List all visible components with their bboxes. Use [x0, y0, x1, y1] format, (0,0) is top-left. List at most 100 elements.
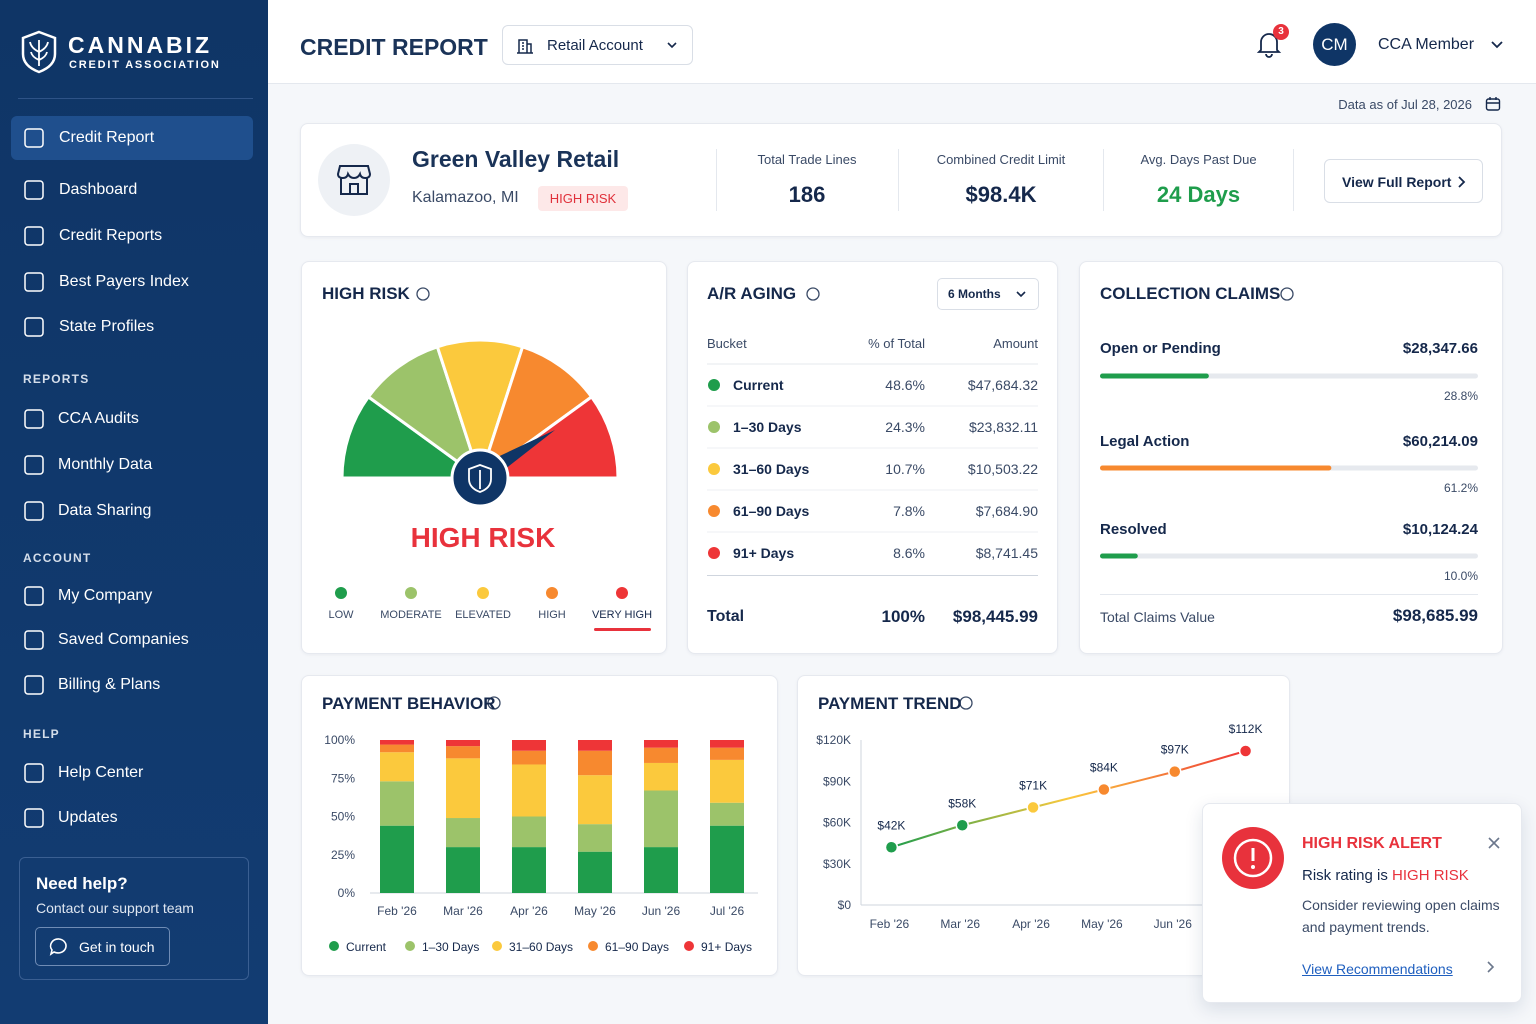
chevron — [1016, 291, 1026, 298]
y-tick-label: 50% — [331, 810, 355, 824]
stat-label: Avg. Days Past Due — [1140, 152, 1257, 167]
nav-item[interactable]: Credit Report — [59, 129, 155, 146]
bar-segment — [380, 740, 414, 745]
alert-text-highlight: HIGH RISK — [1392, 867, 1469, 884]
nav-item[interactable]: Updates — [58, 809, 118, 826]
bar-segment — [644, 740, 678, 748]
support-button-label[interactable]: Get in touch — [79, 939, 155, 955]
bar-segment — [644, 762, 678, 791]
sidebar — [0, 0, 268, 1024]
bucket-dot — [708, 421, 720, 433]
legend-label: 1–30 Days — [422, 940, 479, 954]
divider — [716, 149, 717, 211]
badge-bg — [1273, 24, 1289, 40]
nav-item[interactable]: Best Payers Index — [59, 273, 189, 290]
x-tick-label: May '26 — [574, 904, 616, 918]
nav-icon — [24, 501, 44, 521]
bucket-dot — [708, 505, 720, 517]
x-tick-label: Jun '26 — [1154, 917, 1193, 931]
chevron — [1491, 41, 1503, 49]
y-tick-label: $120K — [816, 733, 851, 747]
total-label: Total — [707, 608, 745, 625]
divider — [1103, 149, 1104, 211]
bar-segment — [512, 750, 546, 765]
company-name: Green Valley Retail — [412, 146, 620, 172]
nav-item[interactable]: CCA Audits — [58, 410, 139, 427]
value-label: $112K — [1229, 722, 1263, 736]
legend-dot — [588, 941, 598, 951]
alert-link[interactable]: View Recommendations — [1302, 961, 1453, 977]
notification-count: 3 — [1278, 26, 1284, 37]
nav-icon — [24, 180, 44, 200]
nav-item[interactable]: Help Center — [58, 764, 144, 781]
nav-item[interactable]: Credit Reports — [59, 227, 163, 244]
bucket-percent: 10.7% — [885, 461, 925, 477]
bar-segment — [578, 824, 612, 852]
nav-item[interactable]: Monthly Data — [58, 456, 153, 473]
claim-amount: $60,214.09 — [1402, 433, 1478, 450]
view-report-button[interactable] — [1324, 159, 1483, 203]
card-title: A/R AGING — [707, 284, 797, 303]
account-select[interactable] — [502, 25, 693, 65]
bar-segment — [446, 818, 480, 848]
total-percent: 100% — [881, 607, 925, 626]
value-label: $58K — [948, 796, 976, 810]
chevron — [1487, 961, 1495, 973]
nav-item[interactable]: State Profiles — [59, 318, 155, 335]
nav-item[interactable]: Data Sharing — [58, 502, 152, 519]
stat-label: Total Trade Lines — [757, 152, 857, 167]
nav-icon — [24, 455, 44, 475]
trend-point — [955, 818, 969, 832]
bell-icon[interactable] — [1256, 30, 1282, 58]
avatar[interactable] — [1313, 23, 1356, 66]
divider — [707, 575, 1038, 576]
bar-segment — [578, 851, 612, 893]
nav-item[interactable]: My Company — [58, 587, 153, 604]
divider — [898, 149, 899, 211]
claim-percent: 28.8% — [1443, 389, 1478, 403]
bar-segment — [446, 847, 480, 893]
alert-body: Consider reviewing open claims and payme… — [1302, 897, 1500, 935]
x-tick-label: May '26 — [1081, 917, 1123, 931]
column-header: Bucket — [707, 336, 747, 351]
value-label: $42K — [877, 818, 905, 832]
bar-segment — [512, 740, 546, 751]
nav-item[interactable]: Billing & Plans — [58, 676, 161, 693]
risk-level: LOW — [328, 609, 354, 621]
bucket-label: 91+ Days — [733, 545, 795, 561]
user-name[interactable]: CCA Member — [1378, 36, 1475, 53]
section-heading: REPORTS — [23, 372, 90, 386]
bar-segment — [446, 758, 480, 819]
nav-item[interactable]: Dashboard — [59, 181, 138, 198]
chart-title: PAYMENT TREND — [818, 694, 962, 713]
legend-label: Current — [346, 940, 387, 954]
x-tick-label: Feb '26 — [377, 904, 417, 918]
nav-item[interactable]: Saved Companies — [58, 631, 189, 648]
bar-segment — [446, 746, 480, 759]
period-select-label[interactable]: 6 Months — [948, 287, 1001, 301]
building-icon — [517, 39, 533, 54]
bar-segment — [644, 790, 678, 848]
alert-title: HIGH RISK ALERT — [1302, 835, 1442, 852]
divider — [1100, 594, 1478, 595]
bar-segment — [512, 764, 546, 817]
value-label: $97K — [1161, 743, 1189, 757]
x-tick-label: Mar '26 — [940, 917, 980, 931]
bucket-label: 1–30 Days — [733, 419, 802, 435]
alert-icon — [1222, 827, 1284, 889]
view-report-label[interactable]: View Full Report — [1342, 174, 1452, 190]
claim-label: Open or Pending — [1100, 340, 1221, 357]
x-tick-label: Jul '26 — [710, 904, 745, 918]
bucket-dot — [708, 379, 720, 391]
section-heading: ACCOUNT — [23, 551, 92, 565]
section-heading: HELP — [23, 727, 60, 741]
close-icon[interactable] — [1487, 836, 1501, 850]
support-button[interactable] — [35, 927, 170, 966]
bucket-percent: 48.6% — [885, 377, 925, 393]
nav-icon — [24, 409, 44, 429]
account-select-label[interactable]: Retail Account — [547, 37, 643, 54]
legend-label: 91+ Days — [701, 940, 752, 954]
y-tick-label: 100% — [324, 733, 355, 747]
nav-icon — [24, 128, 44, 148]
data-as-of: Data as of Jul 28, 2026 — [1338, 97, 1472, 112]
